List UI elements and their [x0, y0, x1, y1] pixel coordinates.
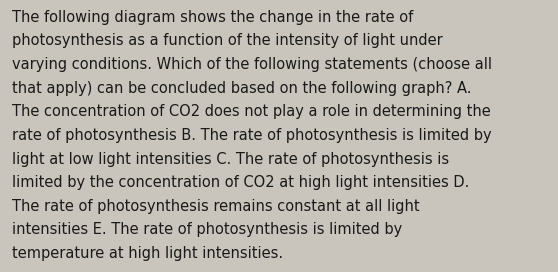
Text: The rate of photosynthesis remains constant at all light: The rate of photosynthesis remains const…	[12, 199, 420, 214]
Text: rate of photosynthesis B. The rate of photosynthesis is limited by: rate of photosynthesis B. The rate of ph…	[12, 128, 492, 143]
Text: limited by the concentration of CO2 at high light intensities D.: limited by the concentration of CO2 at h…	[12, 175, 470, 190]
Text: temperature at high light intensities.: temperature at high light intensities.	[12, 246, 283, 261]
Text: light at low light intensities C. The rate of photosynthesis is: light at low light intensities C. The ra…	[12, 152, 449, 166]
Text: The concentration of CO2 does not play a role in determining the: The concentration of CO2 does not play a…	[12, 104, 491, 119]
Text: intensities E. The rate of photosynthesis is limited by: intensities E. The rate of photosynthesi…	[12, 222, 402, 237]
Text: varying conditions. Which of the following statements (choose all: varying conditions. Which of the followi…	[12, 57, 492, 72]
Text: The following diagram shows the change in the rate of: The following diagram shows the change i…	[12, 10, 413, 24]
Text: that apply) can be concluded based on the following graph? A.: that apply) can be concluded based on th…	[12, 81, 472, 95]
Text: photosynthesis as a function of the intensity of light under: photosynthesis as a function of the inte…	[12, 33, 443, 48]
